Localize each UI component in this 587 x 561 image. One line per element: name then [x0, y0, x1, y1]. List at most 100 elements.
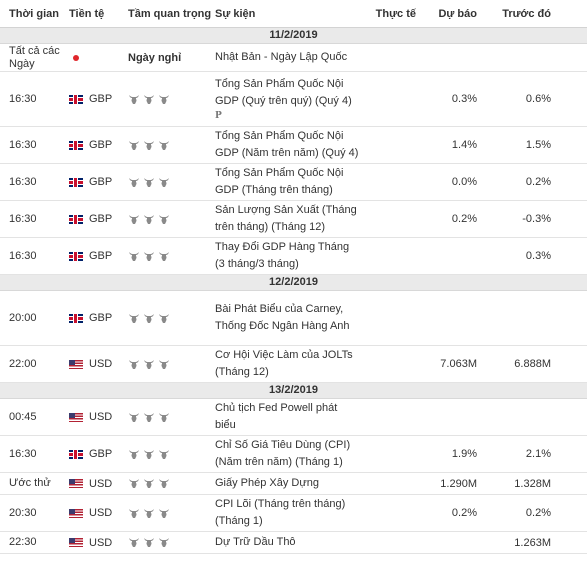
event-name[interactable]: Thay Đổi GDP Hàng Tháng (3 tháng/3 tháng… [215, 241, 350, 270]
table-row[interactable]: 22:00 USD Cơ Hội Việc Làm của JOLTs (Tháng… [0, 346, 587, 383]
currency-cell: USD [69, 495, 124, 531]
us-flag-icon [69, 359, 83, 369]
table-row[interactable]: 16:30 GBP Thay Đổi GDP Hàng Tháng (3 tháng… [0, 238, 587, 275]
bull-icon [143, 94, 155, 105]
header-forecast[interactable]: Dự báo [438, 7, 477, 20]
table-row[interactable]: 20:00 GBP Bài Phát Biểu của Carney, Thống … [0, 291, 587, 346]
event-cell[interactable]: Cơ Hội Việc Làm của JOLTs (Tháng 12) [215, 346, 360, 382]
table-row[interactable]: 16:30 GBP Tổng Sản Phẩm Quốc Nội GDP (Năm … [0, 127, 587, 164]
forecast-cell: 7.063M [440, 358, 477, 370]
event-name[interactable]: Sản Lượng Sản Xuất (Tháng trên tháng) (T… [215, 204, 357, 233]
bull-icon [158, 94, 170, 105]
event-cell[interactable]: Tổng Sản Phẩm Quốc Nội GDP (Năm trên năm… [215, 127, 360, 163]
table-row[interactable]: 00:45 USD Chủ tịch Fed Powell phát biểu [0, 399, 587, 436]
currency-code: USD [89, 536, 113, 549]
event-cell[interactable]: Tổng Sản Phẩm Quốc Nội GDP (Quý trên quý… [215, 72, 360, 126]
header-actual[interactable]: Thực tế [375, 7, 416, 20]
event-name[interactable]: Cơ Hội Việc Làm của JOLTs (Tháng 12) [215, 349, 353, 378]
event-name[interactable]: Tổng Sản Phẩm Quốc Nội GDP (Tháng trên t… [215, 167, 344, 196]
event-cell[interactable]: CPI Lõi (Tháng trên tháng) (Tháng 1) [215, 495, 360, 531]
bull-icon [143, 140, 155, 151]
event-name[interactable]: Bài Phát Biểu của Carney, Thống Đốc Ngân… [215, 303, 350, 332]
forecast-cell: 1.9% [451, 448, 477, 460]
us-flag-icon [69, 479, 83, 488]
uk-flag-icon [69, 94, 83, 104]
previous-cell: 2.1% [525, 448, 551, 460]
currency-code: GBP [89, 448, 113, 460]
header-importance[interactable]: Tầm quan trọng [128, 7, 212, 20]
importance-cell [128, 473, 208, 494]
importance-cell [128, 164, 208, 200]
bull-icon [158, 313, 170, 324]
event-name[interactable]: Tổng Sản Phẩm Quốc Nội GDP (Quý trên quý… [215, 78, 352, 107]
bull-icon [143, 251, 155, 262]
header-event[interactable]: Sự kiện [215, 7, 256, 20]
event-cell[interactable]: Tổng Sản Phẩm Quốc Nội GDP (Tháng trên t… [215, 164, 360, 200]
time-cell: 16:30 [9, 249, 37, 262]
table-row[interactable]: 16:30 GBP Tổng Sản Phẩm Quốc Nội GDP (Quý … [0, 72, 587, 127]
event-cell[interactable]: Sản Lượng Sản Xuất (Tháng trên tháng) (T… [215, 201, 360, 237]
event-cell[interactable]: Dự Trữ Dầu Thô [215, 532, 360, 553]
bull-icon [158, 359, 170, 370]
bull-icon [143, 537, 155, 548]
table-row[interactable]: 22:30 USD Dự Trữ Dầu Thô 1.263M [0, 532, 587, 554]
event-name[interactable]: CPI Lõi (Tháng trên tháng) (Tháng 1) [215, 498, 346, 527]
bull-icon [143, 214, 155, 225]
currency-cell: USD [69, 532, 124, 553]
bull-icon [158, 140, 170, 151]
uk-flag-icon [69, 449, 83, 459]
previous-cell: -0.3% [522, 213, 551, 225]
table-header: Thời gian Tiền tệ Tầm quan trọng Sự kiện… [0, 0, 587, 28]
bull-icon [143, 508, 155, 519]
event-name[interactable]: Chỉ Số Giá Tiêu Dùng (CPI) (Năm trên năm… [215, 439, 351, 468]
event-name[interactable]: Giấy Phép Xây Dựng [215, 477, 319, 489]
bull-icon [158, 177, 170, 188]
importance-cell [128, 72, 208, 126]
event-name[interactable]: Dự Trữ Dầu Thô [215, 536, 296, 548]
bull-icon [158, 412, 170, 423]
bull-icon [158, 537, 170, 548]
currency-code: USD [89, 358, 113, 370]
importance-cell [128, 291, 208, 345]
currency-cell: USD [69, 473, 124, 494]
importance-cell [128, 346, 208, 382]
event-cell[interactable]: Chỉ Số Giá Tiêu Dùng (CPI) (Năm trên năm… [215, 436, 360, 472]
event-cell[interactable]: Bài Phát Biểu của Carney, Thống Đốc Ngân… [215, 291, 360, 345]
event-name[interactable]: Tổng Sản Phẩm Quốc Nội GDP (Năm trên năm… [215, 130, 359, 159]
currency-code: GBP [89, 139, 113, 151]
importance-cell [128, 238, 208, 274]
table-row[interactable]: Ước thử USD Giấy Phép Xây Dựng 1.290M 1.328M [0, 473, 587, 495]
time-cell: 16:30 [9, 175, 37, 188]
table-row[interactable]: Tất cả các Ngày Ngày nghỉ Nhật Bản - Ngày … [0, 44, 587, 72]
time-cell: 22:30 [9, 536, 37, 548]
header-previous[interactable]: Trước đó [502, 7, 551, 20]
event-name[interactable]: Nhật Bản - Ngày Lập Quốc [215, 51, 348, 63]
uk-flag-icon [69, 140, 83, 150]
event-cell[interactable]: Nhật Bản - Ngày Lập Quốc [215, 44, 360, 71]
previous-cell: 1.263M [514, 536, 551, 549]
bull-icon [128, 412, 140, 423]
header-time[interactable]: Thời gian [9, 7, 59, 20]
bull-icon [128, 478, 140, 489]
event-name[interactable]: Chủ tịch Fed Powell phát biểu [215, 402, 338, 431]
currency-cell: GBP [69, 164, 124, 200]
bull-icon [128, 94, 140, 105]
bull-icon [158, 478, 170, 489]
event-cell[interactable]: Giấy Phép Xây Dựng [215, 473, 360, 494]
table-row[interactable]: 16:30 GBP Tổng Sản Phẩm Quốc Nội GDP (Thán… [0, 164, 587, 201]
header-currency[interactable]: Tiền tệ [69, 7, 105, 20]
time-cell: Ước thử [9, 477, 51, 489]
currency-code: GBP [89, 250, 113, 262]
table-row[interactable]: 16:30 GBP Chỉ Số Giá Tiêu Dùng (CPI) (Năm … [0, 436, 587, 473]
table-row[interactable]: 20:30 USD CPI Lõi (Tháng trên tháng) (Thán… [0, 495, 587, 532]
importance-cell [128, 532, 208, 553]
table-row[interactable]: 16:30 GBP Sản Lượng Sản Xuất (Tháng trên t… [0, 201, 587, 238]
bull-icon [128, 508, 140, 519]
event-cell[interactable]: Chủ tịch Fed Powell phát biểu [215, 399, 360, 435]
currency-cell [69, 44, 124, 71]
bull-icon [128, 537, 140, 548]
forecast-cell: 0.0% [451, 176, 477, 188]
event-cell[interactable]: Thay Đổi GDP Hàng Tháng (3 tháng/3 tháng… [215, 238, 360, 274]
bull-icon [143, 359, 155, 370]
bull-icon [128, 214, 140, 225]
